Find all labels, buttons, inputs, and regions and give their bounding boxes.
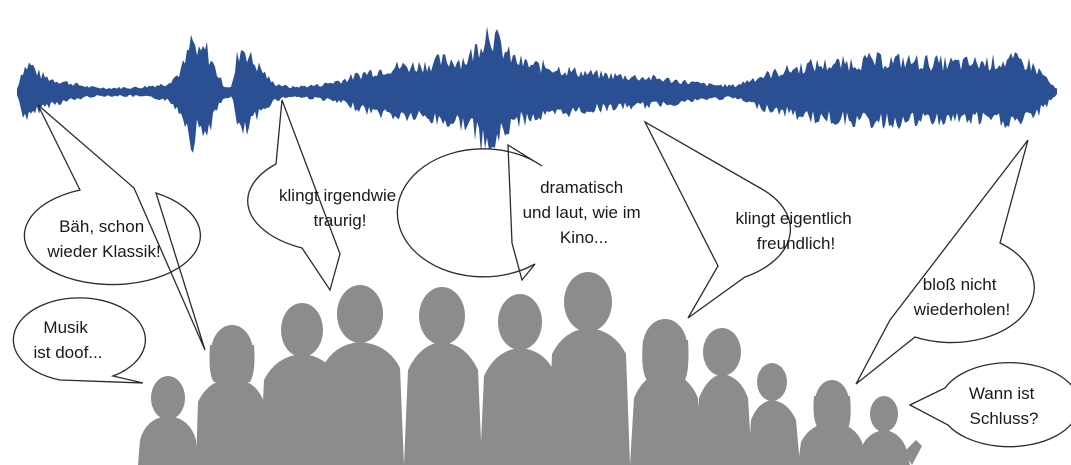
speech-bubble-doof: Musik ist doof...	[12, 297, 147, 384]
speech-bubble-freundlich: klingt eigentlich freundlich!	[643, 120, 857, 319]
speech-bubble-text: klingt irgendwie traurig!	[279, 186, 401, 230]
speech-bubble-text: Musik ist doof...	[34, 318, 103, 362]
speech-bubble-outline	[855, 139, 1035, 385]
speech-bubble-text: Wann ist Schluss?	[969, 384, 1039, 428]
person-silhouette	[480, 294, 560, 465]
speech-bubble-traurig: klingt irgendwie traurig!	[247, 99, 401, 292]
speech-bubble-wiederholen: bloß nicht wiederholen!	[855, 139, 1035, 385]
speech-bubble-kino: dramatisch und laut, wie im Kino...	[396, 143, 646, 282]
person-silhouette	[748, 363, 800, 465]
audio-waveform	[17, 26, 1057, 154]
person-silhouette	[548, 272, 630, 465]
person-silhouette	[196, 325, 266, 465]
person-silhouette	[630, 319, 702, 465]
speech-bubble-text: bloß nicht wiederholen!	[913, 275, 1010, 319]
speech-bubble-outline	[396, 143, 543, 282]
person-silhouette	[798, 380, 866, 465]
person-silhouette	[318, 285, 404, 465]
crowd-silhouettes	[138, 272, 922, 465]
person-silhouette	[404, 287, 482, 465]
person-silhouette	[138, 376, 198, 465]
speech-bubble-outline	[247, 99, 341, 292]
speech-bubble-schluss: Wann ist Schluss?	[908, 362, 1071, 448]
speech-bubble-baeh: Bäh, schon wieder Klassik!	[23, 104, 206, 351]
speech-bubble-outline	[643, 120, 792, 319]
speech-bubble-outline	[908, 362, 1071, 448]
speech-bubble-text: klingt eigentlich freundlich!	[736, 209, 857, 253]
person-silhouette	[696, 328, 752, 465]
speech-bubble-outline	[12, 297, 147, 384]
speech-bubble-text: Bäh, schon wieder Klassik!	[46, 217, 160, 261]
person-silhouette	[858, 396, 922, 465]
speech-bubble-text: dramatisch und laut, wie im Kino...	[523, 178, 646, 247]
speech-bubble-outline	[23, 104, 206, 351]
